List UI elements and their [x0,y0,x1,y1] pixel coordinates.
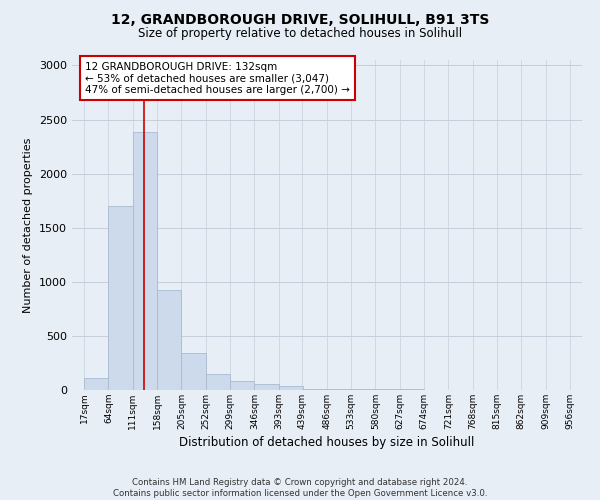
Bar [133,132,157,390]
Text: Size of property relative to detached houses in Solihull: Size of property relative to detached ho… [138,28,462,40]
Bar [254,384,278,390]
Y-axis label: Number of detached properties: Number of detached properties [23,138,34,312]
Bar [181,353,206,390]
Bar [157,290,181,390]
Text: Contains HM Land Registry data © Crown copyright and database right 2024.
Contai: Contains HM Land Registry data © Crown c… [113,478,487,498]
Bar [278,386,303,390]
Bar [84,378,109,390]
Bar [109,206,133,390]
Bar [206,374,230,390]
Text: 12, GRANDBOROUGH DRIVE, SOLIHULL, B91 3TS: 12, GRANDBOROUGH DRIVE, SOLIHULL, B91 3T… [111,12,489,26]
Bar [302,388,327,390]
X-axis label: Distribution of detached houses by size in Solihull: Distribution of detached houses by size … [179,436,475,449]
Bar [327,388,351,390]
Text: 12 GRANDBOROUGH DRIVE: 132sqm
← 53% of detached houses are smaller (3,047)
47% o: 12 GRANDBOROUGH DRIVE: 132sqm ← 53% of d… [85,62,350,95]
Bar [230,381,254,390]
